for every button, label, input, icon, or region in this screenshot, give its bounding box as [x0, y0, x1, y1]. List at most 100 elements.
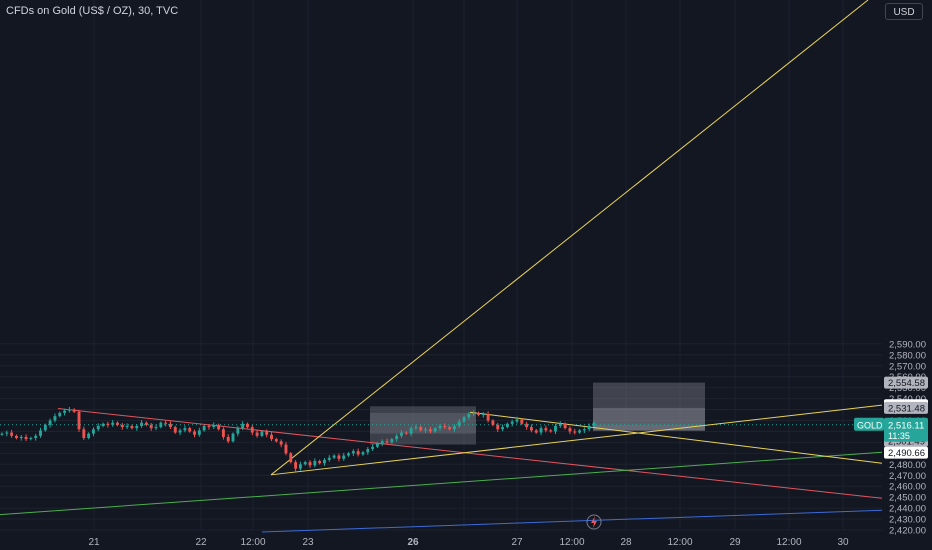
candle-body — [173, 427, 177, 433]
candle-body — [265, 431, 269, 435]
candle-body — [236, 428, 240, 434]
candle-body — [501, 427, 504, 430]
price-label-box — [884, 376, 928, 389]
candle-body — [24, 436, 28, 440]
candle-body — [125, 425, 129, 428]
lightning-icon[interactable] — [586, 514, 602, 530]
candle-body — [578, 430, 582, 433]
candle-body — [404, 432, 408, 434]
candle-body — [472, 412, 476, 414]
candle-body — [515, 419, 519, 422]
candle-body — [231, 433, 235, 442]
trendline-yellow-lower — [270, 404, 883, 476]
candle-body — [183, 428, 187, 431]
current-price-value: 2,516.11 — [888, 420, 924, 431]
candle-body — [313, 461, 317, 466]
y-tick-label: 2,430.00 — [889, 515, 926, 526]
candle-body — [82, 429, 86, 439]
candle-body — [400, 432, 403, 436]
current-price-box — [884, 417, 928, 442]
candle-body — [433, 428, 437, 432]
candle-body — [303, 462, 307, 465]
candle-body — [477, 412, 480, 416]
candle-body — [332, 455, 336, 458]
candle-body — [130, 425, 134, 429]
chart-title: CFDs on Gold (US$ / OZ), 30, TVC — [6, 5, 179, 17]
y-tick-label: 2,440.00 — [889, 504, 926, 515]
candle-body — [347, 453, 350, 456]
x-tick-label: 22 — [195, 537, 207, 548]
candle-body — [226, 436, 230, 442]
candle-body — [289, 453, 293, 463]
candle-body — [486, 413, 490, 421]
candle-body — [0, 433, 4, 435]
candle-body — [582, 429, 586, 431]
candle-body — [39, 430, 42, 436]
currency-button[interactable]: USD — [885, 3, 923, 20]
candle-body — [67, 409, 71, 411]
candle-body — [510, 421, 514, 424]
candle-body — [462, 417, 466, 422]
candle-body — [221, 429, 225, 437]
candle-body — [361, 452, 365, 455]
candle-body — [207, 425, 211, 428]
candle-body — [481, 413, 485, 416]
candle-body — [58, 412, 62, 417]
candle-body — [443, 425, 447, 428]
candle-body — [19, 436, 23, 439]
candle-body — [202, 425, 206, 431]
x-tick-label: 12:00 — [240, 537, 265, 548]
candle-body — [424, 429, 427, 431]
candle-body — [135, 425, 139, 429]
candle-body — [197, 430, 201, 435]
candle-body — [323, 459, 326, 464]
candle-body — [106, 423, 110, 425]
candle-body — [154, 427, 158, 429]
y-tick-label: 2,550.00 — [889, 383, 926, 394]
candle-body — [448, 427, 452, 430]
x-tick-label: 21 — [88, 537, 100, 548]
candle-body — [140, 422, 144, 426]
x-tick-label: 28 — [620, 537, 632, 548]
symbol-tag-box — [854, 417, 884, 431]
candle-body — [34, 435, 38, 439]
price-label: 2,554.58 — [888, 378, 925, 389]
range-box-2 — [593, 382, 705, 431]
candle-body — [563, 423, 567, 429]
candle-body — [111, 422, 115, 425]
candle-body — [193, 431, 196, 435]
lightning-icon-ring — [586, 514, 602, 530]
candle-body — [371, 446, 375, 449]
candle-body — [351, 451, 355, 454]
price-label: 2,501.49 — [888, 436, 925, 447]
trendline-red — [57, 407, 883, 499]
price-label: 2,531.48 — [888, 403, 925, 414]
candle-body — [419, 427, 423, 431]
candle-body — [188, 428, 192, 432]
candle-body — [5, 432, 9, 434]
candle-body — [43, 424, 47, 431]
candle-body — [279, 441, 283, 445]
candle-body — [452, 425, 456, 430]
candle-body — [318, 461, 322, 464]
x-tick-label: 26 — [407, 537, 419, 548]
candle-body — [308, 462, 312, 466]
y-tick-label: 2,460.00 — [889, 482, 926, 493]
candle-body — [544, 428, 548, 431]
candle-body — [375, 443, 379, 447]
candle-body — [587, 425, 591, 430]
candle-body — [159, 422, 163, 428]
candle-body — [539, 428, 543, 433]
candle-body — [164, 422, 168, 424]
lightning-icon-bolt — [591, 516, 597, 528]
candle-body — [284, 444, 288, 454]
x-tick-label: 12:00 — [667, 537, 692, 548]
candle-body — [241, 423, 245, 429]
candle-body — [414, 427, 418, 429]
candle-body — [385, 441, 389, 443]
candle-body — [428, 429, 432, 432]
x-tick-label: 23 — [302, 537, 314, 548]
candle-body — [48, 420, 52, 425]
candle-body — [298, 464, 302, 469]
